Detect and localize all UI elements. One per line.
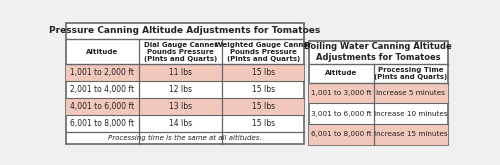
Text: Boiling Water Canning Altitude
Adjustments for Tomatoes: Boiling Water Canning Altitude Adjustmen…: [304, 42, 452, 62]
Bar: [66, 23, 304, 144]
Text: Weighted Gauge Canner
Pounds Pressure
(Pints and Quarts): Weighted Gauge Canner Pounds Pressure (P…: [215, 42, 312, 62]
Text: Increase 10 minutes: Increase 10 minutes: [374, 111, 448, 117]
Text: Altitude: Altitude: [326, 70, 358, 76]
Text: Processing time is the same at all altitudes.: Processing time is the same at all altit…: [108, 135, 262, 141]
Text: 4,001 to 6,000 ft: 4,001 to 6,000 ft: [70, 102, 134, 111]
Text: 1,001 to 3,000 ft: 1,001 to 3,000 ft: [311, 90, 372, 96]
Text: Dial Gauge Canner
Pounds Pressure
(Pints and Quarts): Dial Gauge Canner Pounds Pressure (Pints…: [144, 42, 218, 62]
Text: 11 lbs: 11 lbs: [169, 68, 192, 77]
Text: 15 lbs: 15 lbs: [252, 85, 275, 94]
Text: 15 lbs: 15 lbs: [252, 68, 275, 77]
Text: 15 lbs: 15 lbs: [252, 119, 275, 128]
Text: Increase 5 minutes: Increase 5 minutes: [376, 90, 446, 96]
Bar: [309, 83, 448, 103]
Text: 6,001 to 8,000 ft: 6,001 to 8,000 ft: [311, 131, 372, 137]
Text: 3,001 to 6,000 ft: 3,001 to 6,000 ft: [311, 111, 372, 117]
Bar: [66, 65, 304, 81]
Text: 15 lbs: 15 lbs: [252, 102, 275, 111]
Text: Pressure Canning Altitude Adjustments for Tomatoes: Pressure Canning Altitude Adjustments fo…: [50, 26, 320, 35]
Bar: [309, 41, 448, 145]
Text: 14 lbs: 14 lbs: [169, 119, 192, 128]
Text: Increase 15 minutes: Increase 15 minutes: [374, 131, 448, 137]
Text: 12 lbs: 12 lbs: [169, 85, 192, 94]
Text: 6,001 to 8,000 ft: 6,001 to 8,000 ft: [70, 119, 134, 128]
Bar: [66, 98, 304, 115]
Text: 1,001 to 2,000 ft: 1,001 to 2,000 ft: [70, 68, 134, 77]
Bar: [309, 124, 448, 145]
Text: 2,001 to 4,000 ft: 2,001 to 4,000 ft: [70, 85, 134, 94]
Text: 13 lbs: 13 lbs: [169, 102, 192, 111]
Text: Altitude: Altitude: [86, 49, 118, 55]
Text: Processing Time
(Pints and Quarts): Processing Time (Pints and Quarts): [374, 67, 448, 80]
